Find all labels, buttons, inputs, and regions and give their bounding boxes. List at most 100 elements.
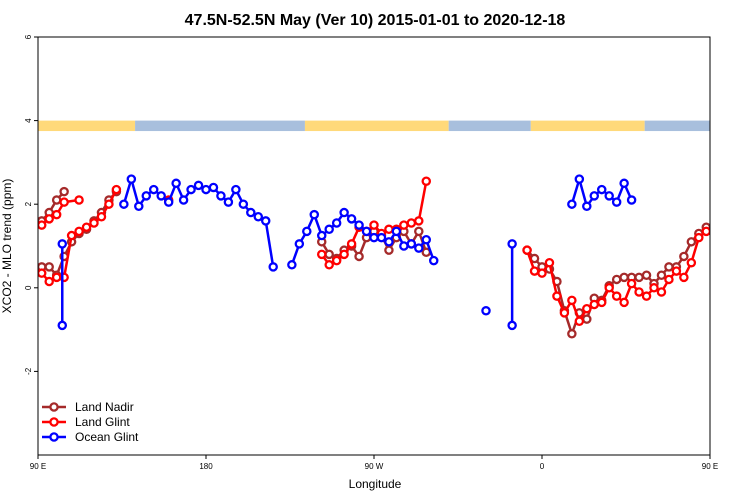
point-land-glint-14 xyxy=(331,255,342,266)
point-land-glint-45 xyxy=(656,287,667,297)
y-tick-label-1: 0 xyxy=(24,285,33,290)
series-ocean-glint xyxy=(57,174,637,331)
legend-marker-land-glint xyxy=(49,417,59,427)
point-ocean-glint-32 xyxy=(354,220,364,230)
point-ocean-glint-19 xyxy=(246,207,256,218)
point-ocean-glint-11 xyxy=(186,184,196,195)
point-land-nadir-38 xyxy=(611,274,622,285)
band-segment-ocean-5 xyxy=(644,120,710,132)
y-axis: -2 0 2 4 6 xyxy=(24,34,38,375)
point-land-glint-30 xyxy=(544,257,555,268)
land-ocean-band xyxy=(38,120,710,132)
point-ocean-glint-9 xyxy=(171,178,181,189)
plot-frame xyxy=(37,36,711,456)
point-ocean-glint-6 xyxy=(148,184,159,195)
point-land-glint-48 xyxy=(679,272,689,283)
chart-title: 47.5N-52.5N May (Ver 10) 2015-01-01 to 2… xyxy=(185,12,566,29)
point-ocean-glint-23 xyxy=(287,260,297,270)
point-land-glint-51 xyxy=(701,226,710,237)
point-land-glint-16 xyxy=(346,239,357,249)
point-land-nadir-32 xyxy=(567,329,577,339)
point-land-glint-38 xyxy=(604,283,614,293)
band-segment-land-0 xyxy=(38,120,136,132)
point-land-glint-53 xyxy=(44,214,54,224)
point-land-glint-49 xyxy=(686,257,697,268)
legend-label-land-glint: Land Glint xyxy=(75,415,130,429)
y-tick-label-3: 4 xyxy=(24,118,33,123)
legend-marker-land-nadir xyxy=(49,402,59,412)
point-ocean-glint-20 xyxy=(253,211,264,222)
point-land-glint-33 xyxy=(567,295,577,306)
point-land-nadir-47 xyxy=(679,251,689,262)
point-land-glint-5 xyxy=(74,226,84,237)
point-land-nadir-54 xyxy=(59,186,69,197)
point-ocean-glint-12 xyxy=(193,180,204,191)
band-segment-ocean-1 xyxy=(135,120,305,132)
point-land-glint-50 xyxy=(694,232,704,243)
point-ocean-glint-1 xyxy=(57,320,68,331)
point-land-glint-28 xyxy=(529,266,540,276)
point-ocean-glint-44 xyxy=(507,239,517,249)
point-ocean-glint-0 xyxy=(57,239,68,249)
point-ocean-glint-47 xyxy=(574,174,585,184)
point-ocean-glint-2 xyxy=(119,199,129,209)
x-axis: 90 E 180 90 W 0 90 E xyxy=(30,455,718,471)
point-ocean-glint-39 xyxy=(406,239,417,249)
x-tick-label-1: 180 xyxy=(199,462,213,471)
point-land-glint-43 xyxy=(641,291,652,301)
point-ocean-glint-46 xyxy=(567,199,577,209)
legend-marker-ocean-glint xyxy=(49,432,59,442)
point-land-nadir-24 xyxy=(414,226,424,237)
point-land-glint-8 xyxy=(96,211,107,222)
band-segment-land-4 xyxy=(530,120,645,132)
point-land-nadir-53 xyxy=(51,195,62,205)
point-ocean-glint-41 xyxy=(421,234,432,245)
point-ocean-glint-16 xyxy=(223,197,234,207)
point-land-nadir-34 xyxy=(582,314,592,324)
point-land-glint-21 xyxy=(384,224,394,235)
point-land-glint-56 xyxy=(74,195,84,205)
point-ocean-glint-28 xyxy=(324,224,334,235)
band-segment-land-2 xyxy=(304,120,449,132)
point-ocean-glint-53 xyxy=(619,178,629,189)
point-land-glint-12 xyxy=(316,249,327,260)
x-tick-label-2: 90 W xyxy=(365,462,384,471)
point-ocean-glint-31 xyxy=(346,214,357,224)
point-ocean-glint-14 xyxy=(208,182,219,193)
point-land-glint-31 xyxy=(552,291,562,301)
band-segment-ocean-3 xyxy=(448,120,531,132)
point-land-nadir-41 xyxy=(634,272,644,283)
point-land-glint-44 xyxy=(649,283,659,293)
y-tick-label-4: 6 xyxy=(24,34,33,39)
point-ocean-glint-5 xyxy=(141,191,152,201)
legend-label-ocean-glint: Ocean Glint xyxy=(75,430,139,444)
point-land-glint-13 xyxy=(324,260,334,270)
point-ocean-glint-34 xyxy=(369,232,379,243)
point-land-glint-25 xyxy=(414,216,424,226)
point-ocean-glint-42 xyxy=(428,255,439,266)
point-land-glint-26 xyxy=(421,176,432,186)
point-land-glint-10 xyxy=(111,184,122,195)
point-ocean-glint-36 xyxy=(384,237,394,247)
point-ocean-glint-18 xyxy=(238,199,249,209)
point-land-glint-19 xyxy=(369,220,379,230)
point-ocean-glint-26 xyxy=(309,209,320,220)
point-ocean-glint-50 xyxy=(596,184,607,195)
point-land-glint-4 xyxy=(66,230,77,241)
point-land-glint-24 xyxy=(406,218,417,228)
point-land-nadir-20 xyxy=(384,245,394,255)
point-land-glint-41 xyxy=(626,278,637,289)
point-land-glint-52 xyxy=(38,220,47,230)
point-land-glint-9 xyxy=(104,199,114,209)
legend-item-land-glint: Land Glint xyxy=(42,415,130,429)
point-land-glint-32 xyxy=(559,308,570,318)
point-land-glint-39 xyxy=(611,291,622,301)
point-land-glint-6 xyxy=(81,222,92,232)
series-layer xyxy=(38,174,710,339)
y-axis-label: XCO2 - MLO trend (ppm) xyxy=(0,179,14,314)
point-ocean-glint-17 xyxy=(231,184,241,195)
point-land-nadir-39 xyxy=(619,272,629,283)
point-ocean-glint-48 xyxy=(582,201,592,212)
